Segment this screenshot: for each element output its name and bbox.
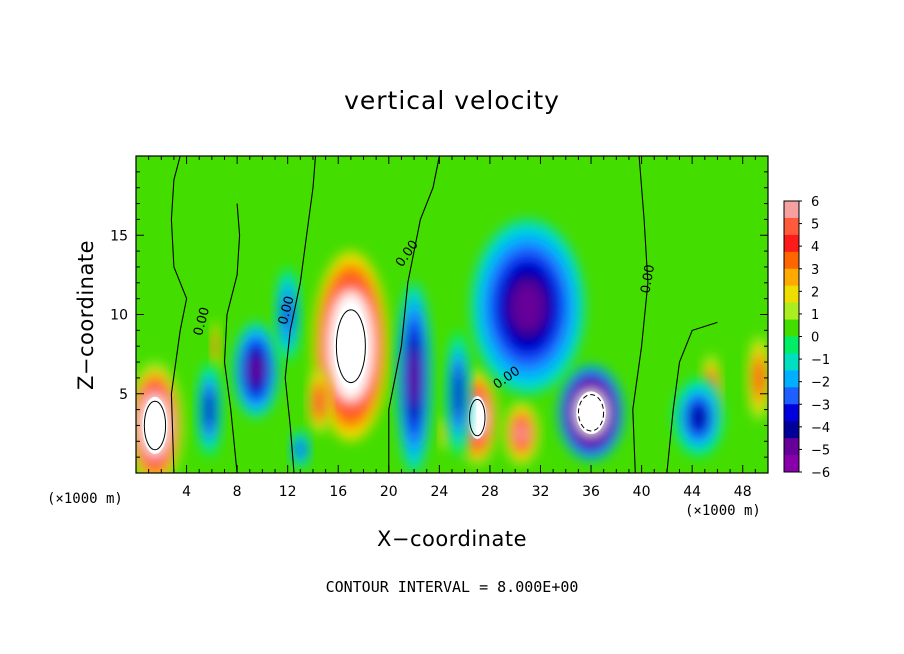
x-tick-label: 48 (734, 484, 752, 500)
zero-contour-5 (666, 321, 718, 473)
downdraft-cell-13 (233, 322, 279, 418)
x-tick-label: 20 (380, 484, 398, 500)
colorbar-swatch (784, 268, 799, 287)
colorbar-swatch (784, 336, 799, 354)
x-tick-label: 28 (481, 484, 499, 500)
colorbar-label: −2 (811, 376, 830, 391)
colorbar-swatch (784, 370, 799, 388)
downdraft-cell-16 (275, 266, 301, 363)
white-core-2 (468, 396, 487, 439)
x-unit-label-right: (×1000 m) (685, 503, 761, 519)
downdraft-cell-10 (470, 219, 585, 394)
x-tick-label: 16 (329, 484, 347, 500)
colorbar-label: 6 (811, 195, 819, 210)
x-tick-label: 4 (182, 484, 191, 500)
colorbar-swatch (784, 455, 799, 473)
updraft-cell-4 (307, 369, 331, 434)
x-tick-label: 44 (683, 484, 701, 500)
contour-label: 0.00 (276, 294, 298, 326)
colorbar-swatch (784, 201, 799, 219)
colorbar-label: 3 (811, 263, 819, 278)
x-tick-label: 8 (233, 484, 242, 500)
x-axis-label: X−coordinate (377, 527, 527, 551)
x-unit-label-left: (×1000 m) (47, 491, 123, 507)
colorbar-label: −5 (811, 443, 830, 458)
x-tick-label: 24 (430, 484, 448, 500)
colorbar-label: −3 (811, 398, 830, 413)
x-tick-label: 12 (279, 484, 297, 500)
x-tick-label: 40 (633, 484, 651, 500)
white-core-0 (142, 396, 168, 454)
colorbar-label: 4 (811, 240, 819, 255)
zero-contour-1 (223, 203, 241, 473)
colorbar-swatch (784, 319, 799, 337)
zero-contour-3 (388, 156, 440, 473)
y-tick-label: 15 (110, 228, 128, 244)
colorbar-swatch (784, 353, 799, 371)
downdraft-cell-15 (673, 377, 724, 458)
colorbar-swatch (784, 217, 799, 236)
colorbar-label: 2 (811, 285, 819, 300)
colorbar-swatch (784, 387, 799, 405)
colorbar-swatch (784, 302, 799, 321)
downdraft-cell-17 (290, 430, 311, 469)
colorbar-label: 1 (811, 308, 819, 323)
zero-contour-4 (632, 156, 649, 473)
downdraft-cell-12 (445, 330, 471, 458)
white-core-1 (333, 303, 368, 389)
updraft-cell-3 (503, 401, 540, 466)
colorbar-label: 0 (811, 331, 819, 346)
colorbar-swatch (784, 404, 799, 422)
white-core-9 (576, 391, 606, 435)
contour-line (335, 309, 366, 384)
updraft-cell-7 (210, 317, 221, 375)
colorbar-swatch (784, 251, 799, 270)
colorbar-label: −1 (811, 353, 830, 368)
colorbar-swatch (784, 234, 799, 253)
downdraft-cell-11 (396, 282, 432, 473)
x-tick-label: 32 (532, 484, 550, 500)
zero-contour-0 (170, 156, 188, 473)
contour-label: 0.00 (191, 306, 213, 338)
colorbar-label: 5 (811, 218, 819, 233)
zero-contour-2 (284, 156, 317, 473)
contour-line (469, 398, 486, 437)
chart-title: vertical velocity (344, 86, 560, 115)
y-tick-label: 5 (119, 387, 128, 403)
contour-line (143, 400, 167, 451)
updraft-cell-6 (746, 330, 768, 426)
colorbar-swatch (784, 421, 799, 439)
colorbar-swatch (784, 438, 799, 456)
downdraft-cell-14 (196, 362, 222, 458)
colorbar-label: −6 (811, 466, 830, 481)
contour-interval-label: CONTOUR INTERVAL = 8.000E+00 (325, 578, 579, 596)
colorbar-swatch (784, 285, 799, 304)
y-tick-label: 10 (110, 308, 128, 324)
colorbar-label: −4 (811, 421, 830, 436)
contour-line (577, 394, 605, 432)
x-tick-label: 36 (582, 484, 600, 500)
contour-label: 0.00 (638, 263, 658, 294)
